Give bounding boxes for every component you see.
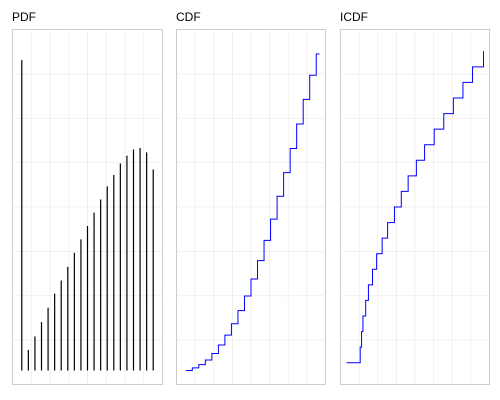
icdf-line-group bbox=[346, 51, 484, 364]
cdf-line-group bbox=[185, 53, 320, 371]
pdf-grid bbox=[12, 29, 163, 385]
pdf-title: PDF bbox=[12, 10, 36, 24]
icdf-series-line bbox=[346, 51, 484, 364]
icdf-grid bbox=[340, 29, 490, 385]
cdf-series-line bbox=[185, 53, 320, 371]
icdf-panel: ICDF bbox=[340, 10, 490, 385]
pdf-panel: PDF bbox=[12, 10, 163, 385]
pdf-bars bbox=[21, 60, 154, 371]
cdf-title: CDF bbox=[176, 10, 201, 24]
cdf-panel: CDF bbox=[176, 10, 326, 385]
icdf-title: ICDF bbox=[340, 10, 368, 24]
